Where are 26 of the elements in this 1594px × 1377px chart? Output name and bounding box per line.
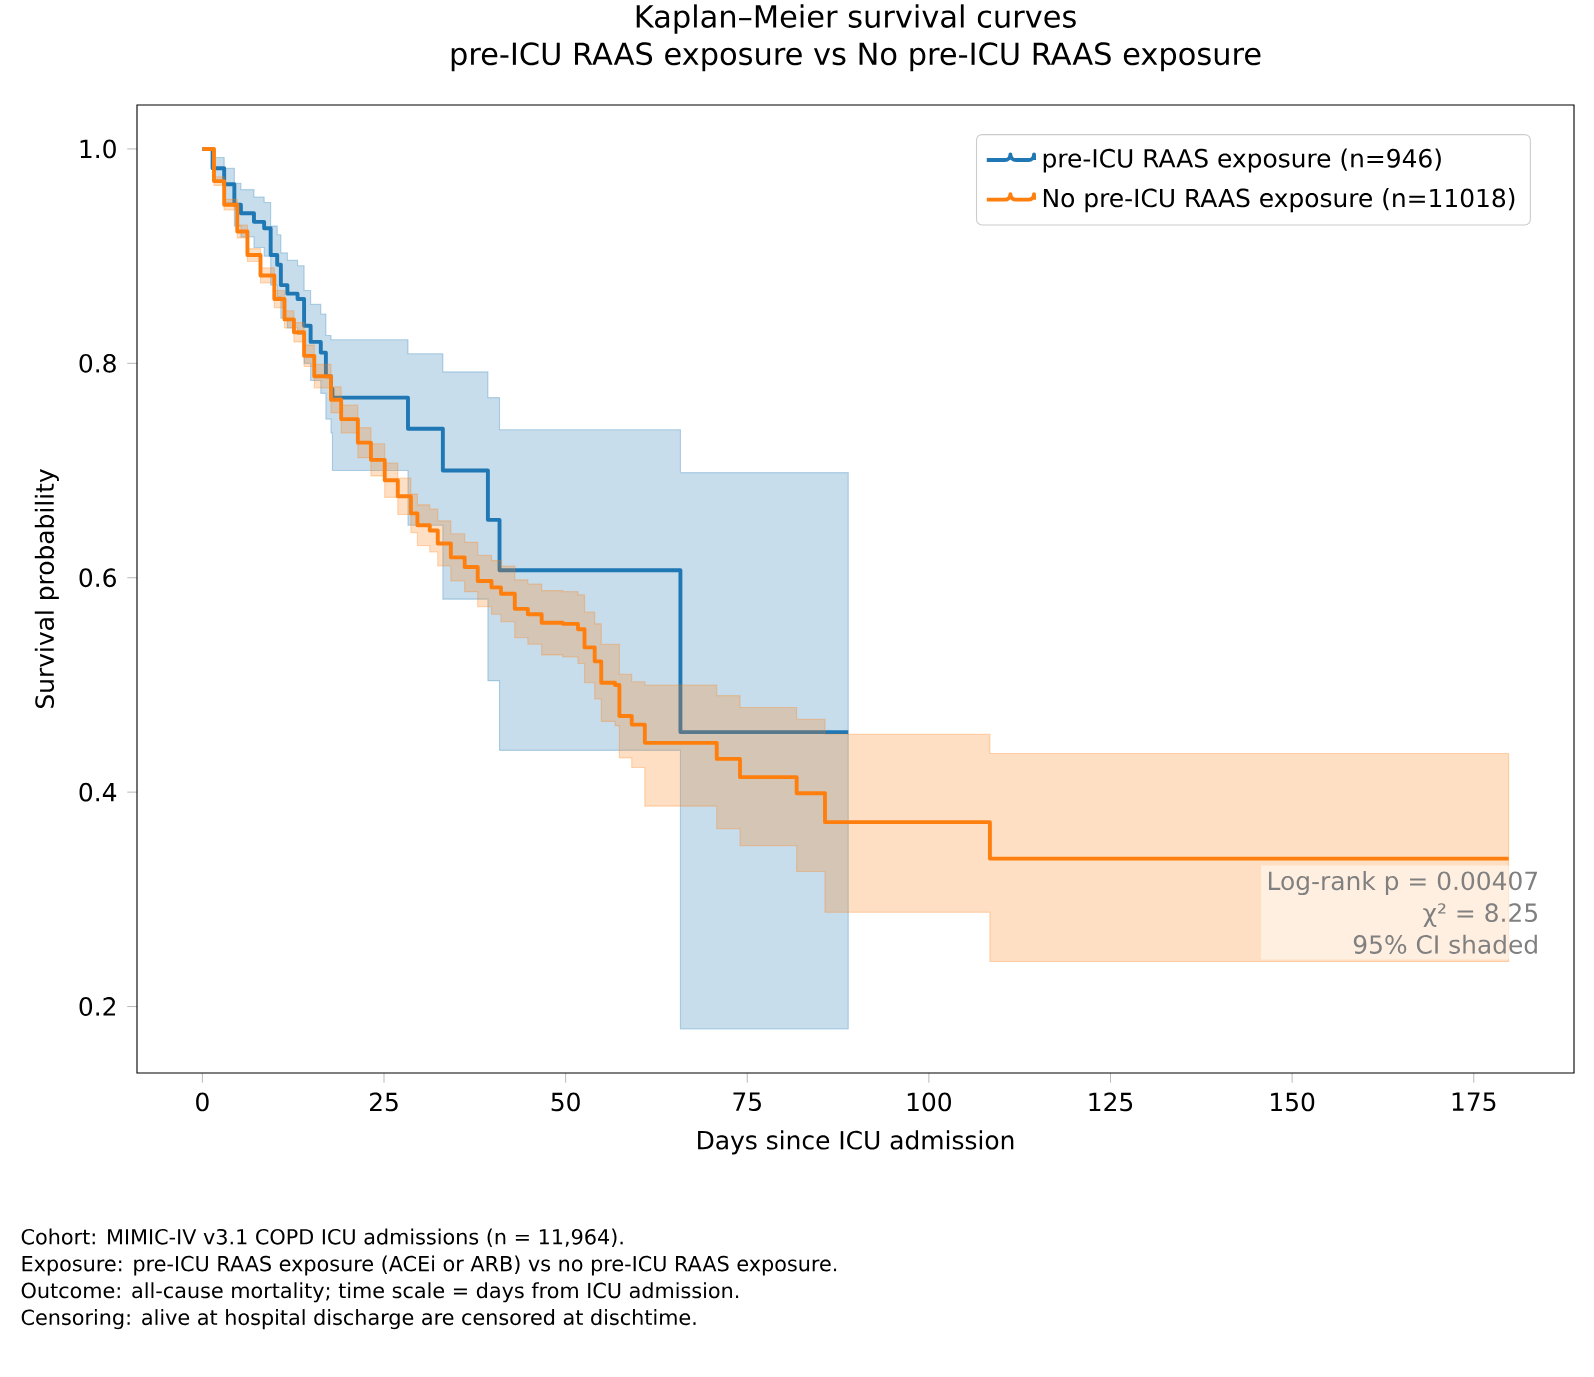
- x-tick-label: 0: [196, 1092, 209, 1112]
- text: Censoring: alive at hospital discharge are censored at dischtime.: [21, 1309, 696, 1330]
- chart-title: Kaplan–Meier survival curves: [636, 4, 1076, 34]
- x-tick-label: 25: [369, 1092, 398, 1112]
- chart-subtitle: pre-ICU RAAS exposure vs No pre-ICU RAAS exposure: [451, 42, 1261, 72]
- y-tick-label: 0.4: [79, 782, 117, 802]
- annotation: 95% CI shaded: [1353, 934, 1537, 954]
- x-tick-label: 50: [551, 1092, 580, 1112]
- annotation: χ² = 8.25: [1423, 903, 1537, 927]
- y-tick-label: 0.6: [79, 568, 116, 588]
- y-axis-title: Survival probability: [34, 469, 59, 708]
- x-tick-label: 75: [733, 1092, 761, 1111]
- y-tick-label: 1.0: [80, 139, 116, 159]
- x-tick-label: 125: [1089, 1092, 1133, 1112]
- x-tick-label: 100: [907, 1092, 951, 1112]
- text: Cohort: MIMIC-IV v3.1 COPD ICU admissions (n = 11,964).: [21, 1228, 623, 1248]
- annotation: Log-rank p = 0.00407: [1268, 870, 1538, 896]
- text: Exposure: pre-ICU RAAS exposure (ACEi or ARB) vs no pre-ICU RAAS exposure.: [22, 1255, 837, 1276]
- text: Outcome: all-cause mortality; time scale = days from ICU admission.: [21, 1282, 739, 1303]
- legend-label: pre-ICU RAAS exposure (n=946): [1043, 148, 1441, 173]
- y-tick-label: 0.8: [79, 353, 116, 373]
- legend-label: No pre-ICU RAAS exposure (n=11018): [1043, 188, 1515, 213]
- x-tick-label: 150: [1271, 1092, 1315, 1112]
- x-tick-label: 175: [1452, 1092, 1496, 1111]
- y-tick-label: 0.2: [79, 997, 116, 1016]
- x-axis-title: Days since ICU admission: [698, 1130, 1014, 1155]
